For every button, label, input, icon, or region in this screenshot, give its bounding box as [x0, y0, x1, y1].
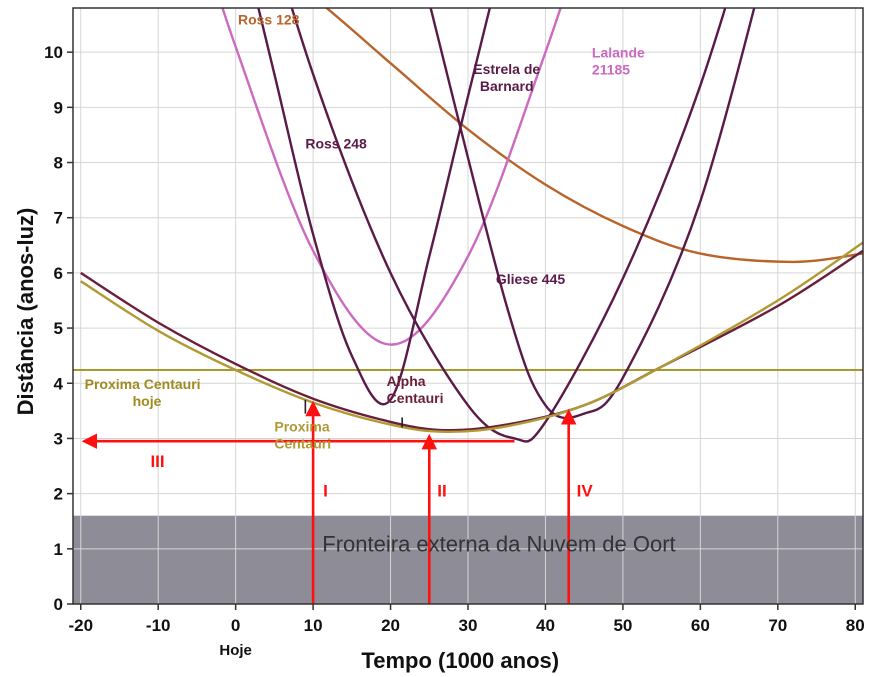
x-tick-label: -20 [68, 616, 93, 635]
arrow-label-i: I [323, 481, 328, 500]
series-line-alpha-centauri [80, 249, 863, 432]
y-tick-label: 6 [54, 264, 63, 283]
series-label-line: Ross 248 [305, 136, 367, 152]
series-line-estrela-de-barnard [257, 8, 492, 406]
x-tick-label: -10 [146, 616, 171, 635]
x-tick-label: 60 [691, 616, 710, 635]
y-tick-label: 4 [54, 374, 64, 393]
series-label-line: Gliese 445 [496, 271, 565, 287]
series-label-gliese-445: Gliese 445 [496, 271, 565, 287]
x-tick-label: 50 [613, 616, 632, 635]
series-line-gliese-445 [429, 8, 756, 420]
series-label-line: Centauri [274, 435, 331, 451]
arrow-label-iii: III [150, 452, 164, 471]
arrow-label-ii: II [437, 481, 446, 500]
series-label-line: hoje [133, 393, 162, 409]
y-tick-label: 5 [54, 319, 63, 338]
y-tick-label: 7 [54, 209, 63, 228]
series-line-ross-248 [290, 8, 727, 443]
x-axis-ticks: -20 -10 0 10 20 30 40 50 60 70 80 [68, 604, 865, 635]
x-tick-label: 70 [768, 616, 787, 635]
series-label-line: Proxima [274, 418, 329, 434]
series-label-alpha-centauri: Alpha Centauri [387, 373, 444, 406]
series-label-line: 21185 [592, 62, 630, 78]
series-label-estrela-de-barnard: Estrela de Barnard [473, 61, 540, 94]
x-tick-label: 30 [459, 616, 478, 635]
x-tick-label: 0 [231, 616, 240, 635]
x-axis-title: Tempo (1000 anos) [361, 648, 559, 673]
series-group [80, 8, 863, 443]
series-label-line: Alpha [387, 373, 426, 389]
y-axis-title: Distância (anos-luz) [13, 208, 38, 416]
y-axis-ticks: 0 1 2 3 4 5 6 7 8 9 10 [44, 43, 73, 614]
series-label-ross-128: Ross 128 [238, 12, 300, 28]
x-tick-label: 10 [304, 616, 323, 635]
series-label-line: Barnard [480, 78, 534, 94]
y-tick-label: 8 [54, 154, 63, 173]
x-tick-label: 80 [846, 616, 865, 635]
today-label: Hoje [219, 642, 252, 659]
y-tick-label: 0 [54, 595, 63, 614]
series-label-line: Centauri [387, 390, 444, 406]
oort-region-label: Fronteira externa da Nuvem de Oort [322, 532, 675, 557]
y-tick-label: 10 [44, 43, 63, 62]
labels-group: Ross 128 Lalande 21185 Estrela de Barnard Ros… [85, 12, 645, 452]
x-tick-label: 20 [381, 616, 400, 635]
y-tick-label: 1 [54, 540, 63, 559]
series-label-proxima-centauri-hoje: Proxima Centauri hoje [85, 376, 201, 409]
series-label-proxima-centauri: Proxima Centauri [274, 418, 331, 451]
series-label-line: Proxima Centauri [85, 376, 201, 392]
y-tick-label: 9 [54, 98, 63, 117]
series-line-ross-128 [324, 8, 863, 264]
series-line-lalande-21185 [221, 8, 562, 346]
series-label-lalande-21185: Lalande 21185 [592, 45, 645, 78]
x-tick-label: 40 [536, 616, 555, 635]
series-line-proxima-centauri [80, 241, 863, 434]
series-label-line: Lalande [592, 45, 645, 61]
series-label-ross-248: Ross 248 [305, 136, 367, 152]
y-tick-label: 2 [54, 485, 63, 504]
series-label-line: Estrela de [473, 61, 540, 77]
y-tick-label: 3 [54, 429, 63, 448]
series-label-line: Ross 128 [238, 12, 300, 28]
arrow-label-iv: IV [577, 481, 594, 500]
